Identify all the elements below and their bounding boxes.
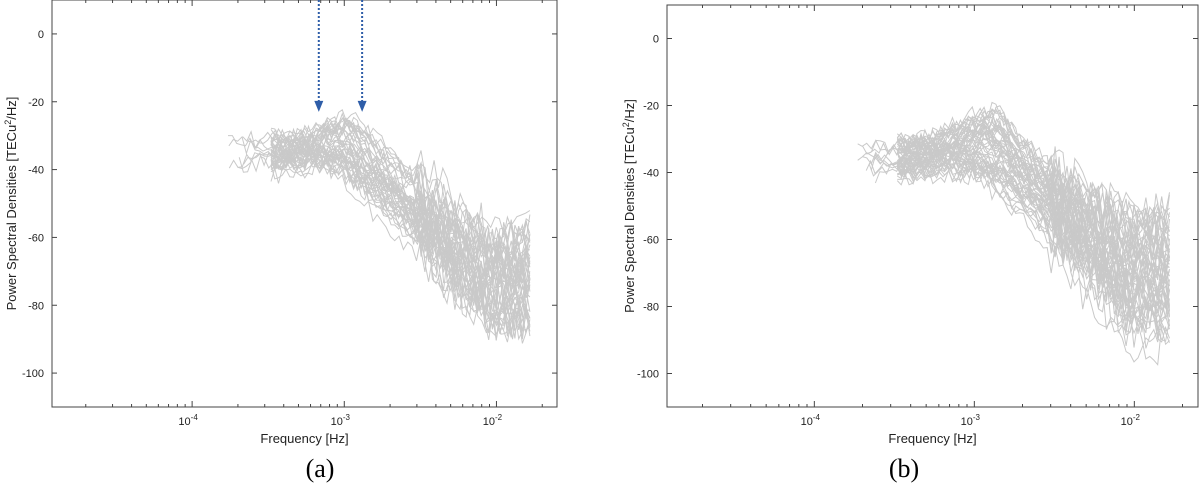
y-tick-label: -60 xyxy=(643,235,659,247)
peak-arrow xyxy=(357,0,367,112)
psd-series-line xyxy=(857,139,1170,237)
series-group xyxy=(857,101,1170,366)
psd-series-line xyxy=(896,150,1170,366)
psd-chart-b: 0 -20 -40 -60 -80 -100 10-4 10-3 10-2 Frequency [… xyxy=(621,4,1199,446)
x-tick-label: 10-4 xyxy=(178,413,198,428)
y-tick-label: -80 xyxy=(28,300,44,312)
psd-series-line xyxy=(896,110,1170,254)
y-tick-label: -20 xyxy=(28,97,44,109)
chart-panel-a: 0 -20 -40 -60 -80 -100 10-4 10-3 10-2 Frequency [… xyxy=(3,0,558,483)
y-tick-label: -80 xyxy=(643,302,659,314)
y-tick-label: -100 xyxy=(637,369,659,381)
psd-series-line xyxy=(897,105,1170,363)
y-tick-label: -60 xyxy=(28,232,44,244)
psd-chart-a: 0 -20 -40 -60 -80 -100 10-4 10-3 10-2 Frequency [… xyxy=(3,0,558,446)
psd-series-line xyxy=(868,162,1170,315)
psd-series-line xyxy=(270,137,530,281)
psd-series-line xyxy=(896,101,1170,339)
psd-series-line xyxy=(896,130,1170,342)
x-axis-label: Frequency [Hz] xyxy=(260,431,348,446)
x-axis-label: Frequency [Hz] xyxy=(888,431,976,446)
y-tick-label: 0 xyxy=(38,29,44,41)
plot-frame xyxy=(666,4,1199,408)
peak-arrow xyxy=(314,0,324,112)
psd-series-line xyxy=(243,122,531,336)
psd-series-line xyxy=(896,107,1170,275)
panel-caption-b: (b) xyxy=(888,454,920,483)
x-tick-label: 10-4 xyxy=(801,413,821,428)
x-tick-label: 10-2 xyxy=(483,413,503,428)
plot-frame xyxy=(51,0,558,408)
y-tick-label: -100 xyxy=(22,368,44,380)
psd-series-line xyxy=(897,146,1170,312)
psd-series-line xyxy=(270,132,531,270)
psd-series-line xyxy=(896,116,1170,343)
x-tick-label: 10-3 xyxy=(961,413,981,428)
y-tick-label: -40 xyxy=(28,165,44,177)
psd-series-line xyxy=(862,129,1170,260)
x-tick-label: 10-2 xyxy=(1121,413,1141,428)
series-group xyxy=(228,109,531,344)
y-axis-label: Power Spectral Densities [TECu2/Hz] xyxy=(3,97,19,311)
chart-panel-b: 0 -20 -40 -60 -80 -100 10-4 10-3 10-2 Frequency [… xyxy=(600,0,1200,487)
psd-series-line xyxy=(270,119,531,267)
psd-series-line xyxy=(228,135,531,340)
y-tick-label: 0 xyxy=(653,34,659,46)
y-tick-label: -40 xyxy=(643,168,659,180)
x-tick-label: 10-3 xyxy=(331,413,351,428)
panel-caption-a: (a) xyxy=(305,454,335,483)
psd-series-line xyxy=(896,109,1170,306)
psd-series-line xyxy=(270,160,531,340)
psd-series-line xyxy=(270,151,531,297)
y-axis-label: Power Spectral Densities [TECu2/Hz] xyxy=(621,99,637,313)
y-tick-label: -20 xyxy=(643,101,659,113)
